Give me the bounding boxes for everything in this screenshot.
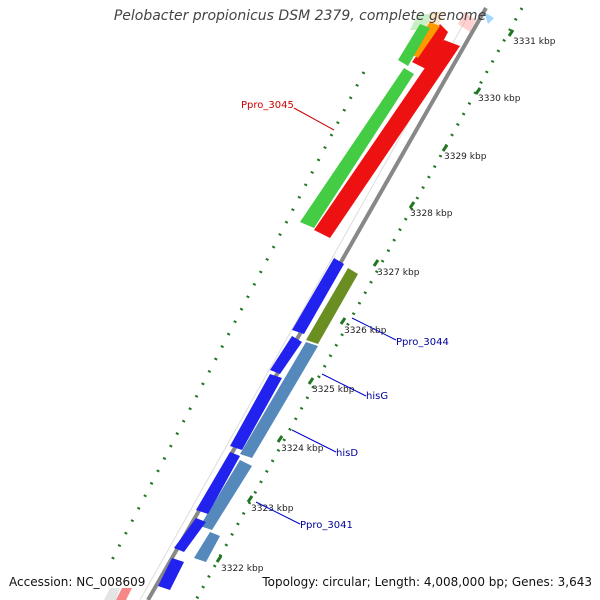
accession-label: Accession: NC_008609 <box>9 575 146 589</box>
gene-feature-ppro-3041[interactable] <box>194 532 220 562</box>
genome-summary: Topology: circular; Length: 4,008,000 bp… <box>262 575 592 589</box>
gene-feature-green[interactable] <box>300 68 414 228</box>
gene-label-hisd[interactable]: hisD <box>336 448 358 459</box>
gene-label-ppro-3045[interactable]: Ppro_3045 <box>241 100 294 111</box>
tick-label-3322: 3322 kbp <box>221 564 264 574</box>
gene-feature-green-top[interactable] <box>398 24 430 66</box>
tick-label-3327: 3327 kbp <box>377 268 420 278</box>
tick-label-3329: 3329 kbp <box>444 152 487 162</box>
gene-label-hisg[interactable]: hisG <box>366 391 388 402</box>
gene-feature-ppro-3044[interactable] <box>306 268 358 344</box>
faded-features-bottom <box>104 588 132 600</box>
tick-marks <box>215 29 515 563</box>
gene-feature-hisd[interactable] <box>200 460 252 530</box>
tick-label-3324: 3324 kbp <box>281 444 324 454</box>
tick-labels: 3331 kbp 3330 kbp 3329 kbp 3328 kbp 3327… <box>221 37 556 574</box>
dotted-ring-outer <box>194 7 524 600</box>
gene-feature-red-top[interactable] <box>412 24 448 70</box>
gene-labels: Ppro_3045 Ppro_3044 hisG hisD Ppro_3041 <box>241 100 449 531</box>
map-title: Pelobacter propionicus DSM 2379, complet… <box>113 8 487 24</box>
gene-feature-blue-4[interactable] <box>196 452 240 514</box>
tick-label-3326: 3326 kbp <box>344 326 387 336</box>
tick-label-3328: 3328 kbp <box>410 209 453 219</box>
tick-label-3331: 3331 kbp <box>513 37 556 47</box>
gene-label-ppro-3044[interactable]: Ppro_3044 <box>396 337 449 348</box>
gene-feature-hisg[interactable] <box>240 342 318 458</box>
tick-label-3323: 3323 kbp <box>251 504 294 514</box>
faded-features-top <box>410 12 494 32</box>
gene-feature-blue-5[interactable] <box>174 518 206 552</box>
gene-feature-blue-2[interactable] <box>270 336 302 374</box>
label-leaders <box>255 107 397 525</box>
tick-label-3325: 3325 kbp <box>312 385 355 395</box>
gene-feature-blue-3[interactable] <box>230 374 282 450</box>
gene-feature-blue-6[interactable] <box>158 558 184 590</box>
gene-label-ppro-3041[interactable]: Ppro_3041 <box>300 520 353 531</box>
tick-label-3330: 3330 kbp <box>478 94 521 104</box>
gene-feature-ppro-3045-red[interactable] <box>314 40 460 238</box>
gene-feature-blue-1[interactable] <box>292 258 344 334</box>
